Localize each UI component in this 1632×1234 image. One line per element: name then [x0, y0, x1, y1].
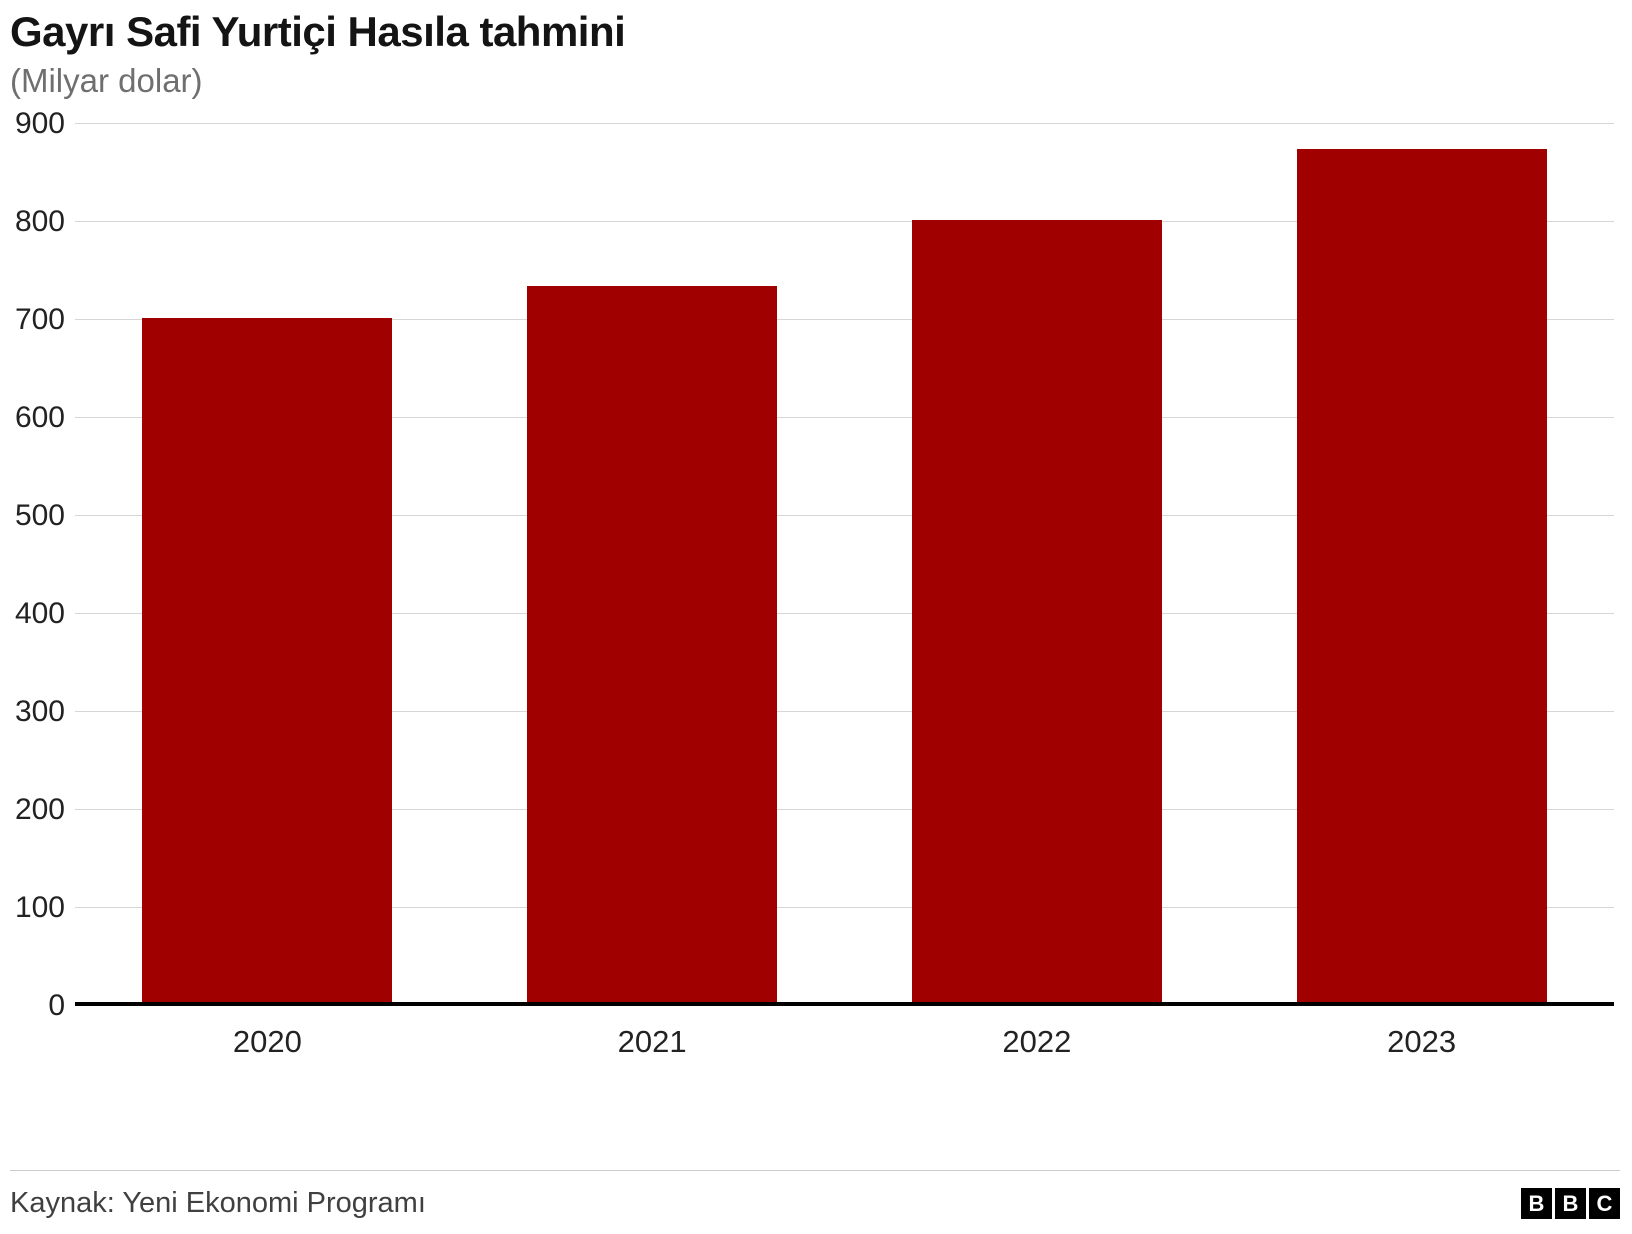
gridline: 700: [15, 303, 1614, 336]
gridline: 400: [15, 597, 1614, 630]
bar-2021: [527, 286, 778, 1007]
bbc-logo-block: B: [1521, 1188, 1552, 1219]
gridline: 800: [15, 205, 1614, 238]
gridline: 100: [15, 891, 1614, 924]
bar-slot: [460, 124, 845, 1007]
bbc-logo-block: C: [1589, 1188, 1620, 1219]
gridline: 600: [15, 401, 1614, 434]
chart-title: Gayrı Safi Yurtiçi Hasıla tahmini: [10, 8, 626, 55]
y-tick-label: 700: [14, 303, 65, 337]
y-tick-label: 400: [14, 597, 65, 631]
bar-slot: [1229, 124, 1614, 1007]
gridline: 200: [15, 793, 1614, 826]
y-tick-label: 100: [14, 891, 65, 925]
bar-2023: [1296, 148, 1547, 1007]
x-axis-labels: 2020 2021 2022 2023: [75, 1024, 1614, 1060]
x-axis-baseline: 0: [48, 989, 1614, 1022]
y-tick-label: 800: [14, 205, 65, 239]
gridline: 500: [15, 499, 1614, 532]
bars-container: [75, 124, 1614, 1007]
bar-2022: [911, 220, 1162, 1007]
x-tick-label: 2023: [1387, 1024, 1457, 1060]
chart-subtitle: (Milyar dolar): [10, 62, 203, 100]
bbc-logo-block: B: [1555, 1188, 1586, 1219]
source-label: Kaynak: Yeni Ekonomi Programı: [10, 1187, 426, 1219]
x-tick-label: 2022: [1002, 1024, 1072, 1060]
y-tick-label: 200: [14, 793, 65, 827]
y-tick-label: 600: [14, 401, 65, 435]
y-tick-label: 0: [48, 989, 65, 1023]
bar-slot: [75, 124, 460, 1007]
bar-2020: [142, 318, 393, 1007]
y-tick-label: 900: [14, 107, 65, 141]
y-tick-label: 300: [14, 695, 65, 729]
x-tick-label: 2021: [617, 1024, 687, 1060]
footer-divider: [10, 1170, 1620, 1171]
gridline: 900: [15, 107, 1614, 140]
chart-header: Gayrı Safi Yurtiçi Hasıla tahmini (Milya…: [0, 0, 1632, 100]
y-tick-label: 500: [14, 499, 65, 533]
gridline: 300: [15, 695, 1614, 728]
bar-chart: 0 100 200 300 400 500 600 700 800 900 2020 2021 202…: [0, 107, 1632, 1060]
bar-slot: [845, 124, 1230, 1007]
plot-area: 0 100 200 300 400 500 600 700 800 900: [15, 107, 1614, 1022]
x-tick-label: 2020: [232, 1024, 302, 1060]
